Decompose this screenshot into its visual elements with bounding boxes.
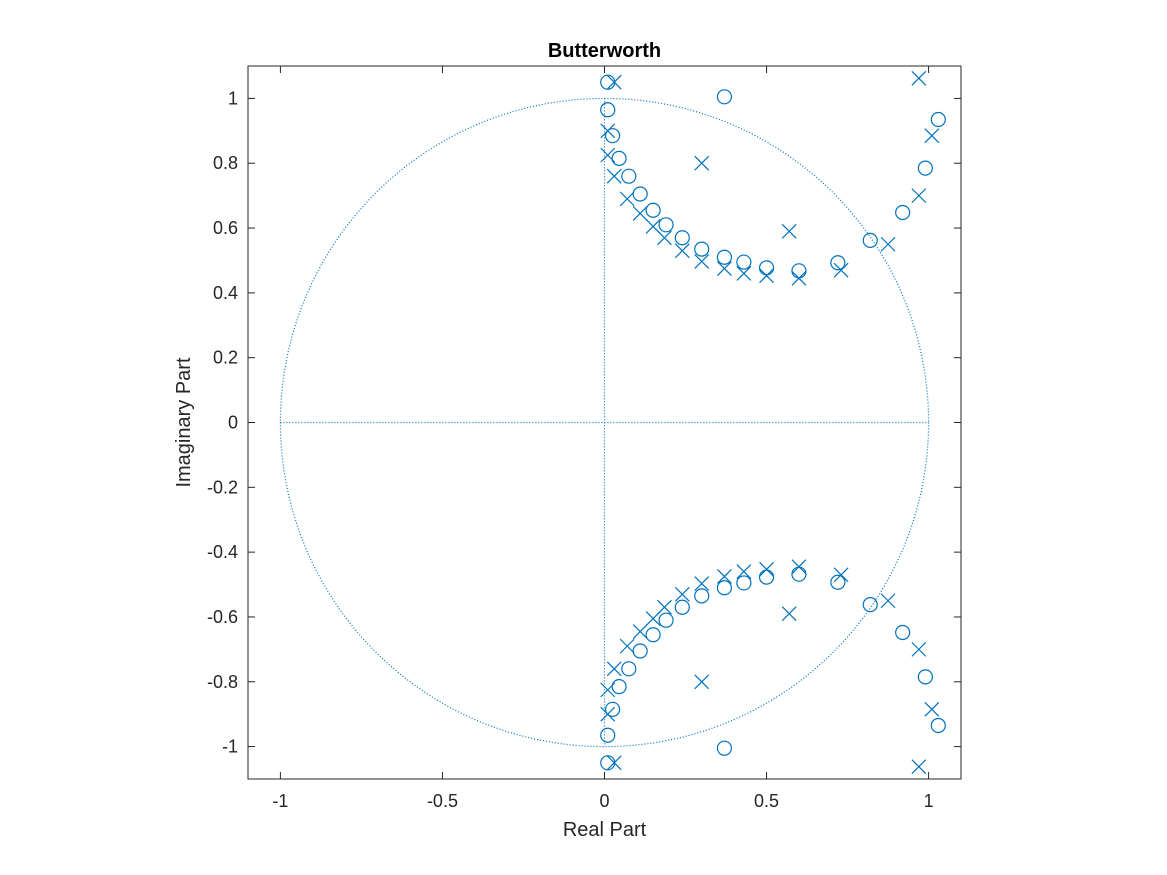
y-tick-label: 0 [228,413,238,433]
pole-marker [781,606,797,622]
zero-marker [600,727,616,743]
pole-marker [716,261,732,276]
y-tick-label: 1 [228,88,238,108]
pole-marker [694,674,710,690]
pole-marker [632,624,648,639]
zero-marker [632,186,648,202]
zero-marker [674,230,690,246]
pole-marker [606,168,622,184]
pole-marker [606,74,622,90]
x-tick-label: 0.5 [754,791,779,811]
zero-marker [736,575,752,591]
pole-marker [716,569,732,584]
zero-marker [694,241,710,257]
zero-marker [917,160,933,176]
pole-marker [911,759,927,775]
pole-marker [600,682,616,698]
zero-marker [716,580,733,596]
zero-marker [658,612,674,628]
pole-marker [833,262,849,278]
x-tick-label: 0 [599,791,609,811]
zero-marker [930,111,946,128]
markers [600,70,946,775]
zero-marker [895,204,911,221]
chart-title: Butterworth [548,40,661,62]
pole-marker [674,586,690,602]
zero-marker [716,89,733,105]
zero-marker [895,624,911,641]
pole-marker [606,661,622,677]
pole-marker [791,559,807,575]
zero-marker [716,249,733,265]
zero-marker [716,740,733,756]
zero-marker [830,255,846,271]
y-tick-label: -0.4 [207,542,238,562]
pole-marker [657,599,672,615]
y-axis-label: Imaginary Part [173,357,195,487]
pole-marker [619,638,635,654]
zero-marker [694,588,710,604]
x-tick-label: -0.5 [427,791,458,811]
y-tick-label: -1 [222,737,238,757]
pole-marker [606,755,622,771]
zero-marker [621,168,637,184]
zero-marker [611,150,627,166]
zero-marker [605,701,621,717]
reference-lines [279,97,930,748]
pole-marker [759,561,774,577]
pole-marker [924,701,940,717]
y-tick-label: -0.6 [207,607,238,627]
x-tick-label: 1 [924,791,934,811]
pole-marker [736,265,752,281]
pole-marker [791,270,807,286]
zero-marker [862,597,878,613]
pole-marker [911,188,927,204]
zero-marker [917,669,933,685]
y-tick-label: 0.2 [213,348,238,368]
zero-marker [611,679,627,695]
zero-marker [674,599,690,615]
zero-marker [658,217,674,233]
pole-marker [674,243,690,259]
pole-marker [736,564,752,580]
y-tick-label: 0.8 [213,153,238,173]
y-tick-label: 0.4 [213,283,238,303]
pole-marker [600,706,616,722]
x-axis-label: Real Part [563,819,647,841]
zero-marker [645,202,661,218]
pole-marker [880,236,896,252]
pole-marker [694,155,710,171]
zero-marker [600,102,616,118]
pole-marker [657,230,672,246]
zero-marker [862,232,878,248]
pole-marker [781,223,797,239]
zero-marker [736,254,752,270]
pole-marker [619,191,635,207]
zero-marker [621,661,637,677]
pole-marker [600,147,616,163]
pole-marker [694,254,710,269]
pole-marker [911,70,927,86]
zero-marker [632,643,648,659]
ticks: -1 -0.5 0 0.5 1 -1 -0.8 -0.6 -0.4 -0.2 0 0.2 0.4 0.6 0… [207,66,961,811]
pole-marker [632,206,648,221]
zero-marker [645,627,661,643]
zero-marker [605,128,621,144]
zero-marker [930,717,946,734]
zero-marker [830,574,846,590]
x-tick-label: -1 [272,791,288,811]
y-tick-label: 0.6 [213,218,238,238]
pole-marker [911,641,927,657]
y-tick-label: -0.2 [207,477,238,497]
pole-marker [833,567,849,583]
pole-marker [600,123,616,139]
y-tick-label: -0.8 [207,672,238,692]
pole-marker [759,268,774,284]
pole-marker [880,593,896,609]
pole-marker [924,128,940,144]
pole-marker [694,576,710,591]
